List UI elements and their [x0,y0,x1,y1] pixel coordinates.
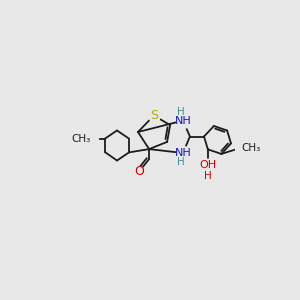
Text: H: H [177,157,184,167]
Text: CH₃: CH₃ [242,142,261,153]
Text: NH: NH [175,148,191,158]
Text: OH: OH [199,160,217,170]
Text: H: H [177,106,184,117]
Text: NH: NH [175,116,191,126]
Text: O: O [134,165,144,178]
Text: S: S [150,109,158,122]
Text: CH₃: CH₃ [72,134,91,144]
Text: H: H [204,171,212,182]
